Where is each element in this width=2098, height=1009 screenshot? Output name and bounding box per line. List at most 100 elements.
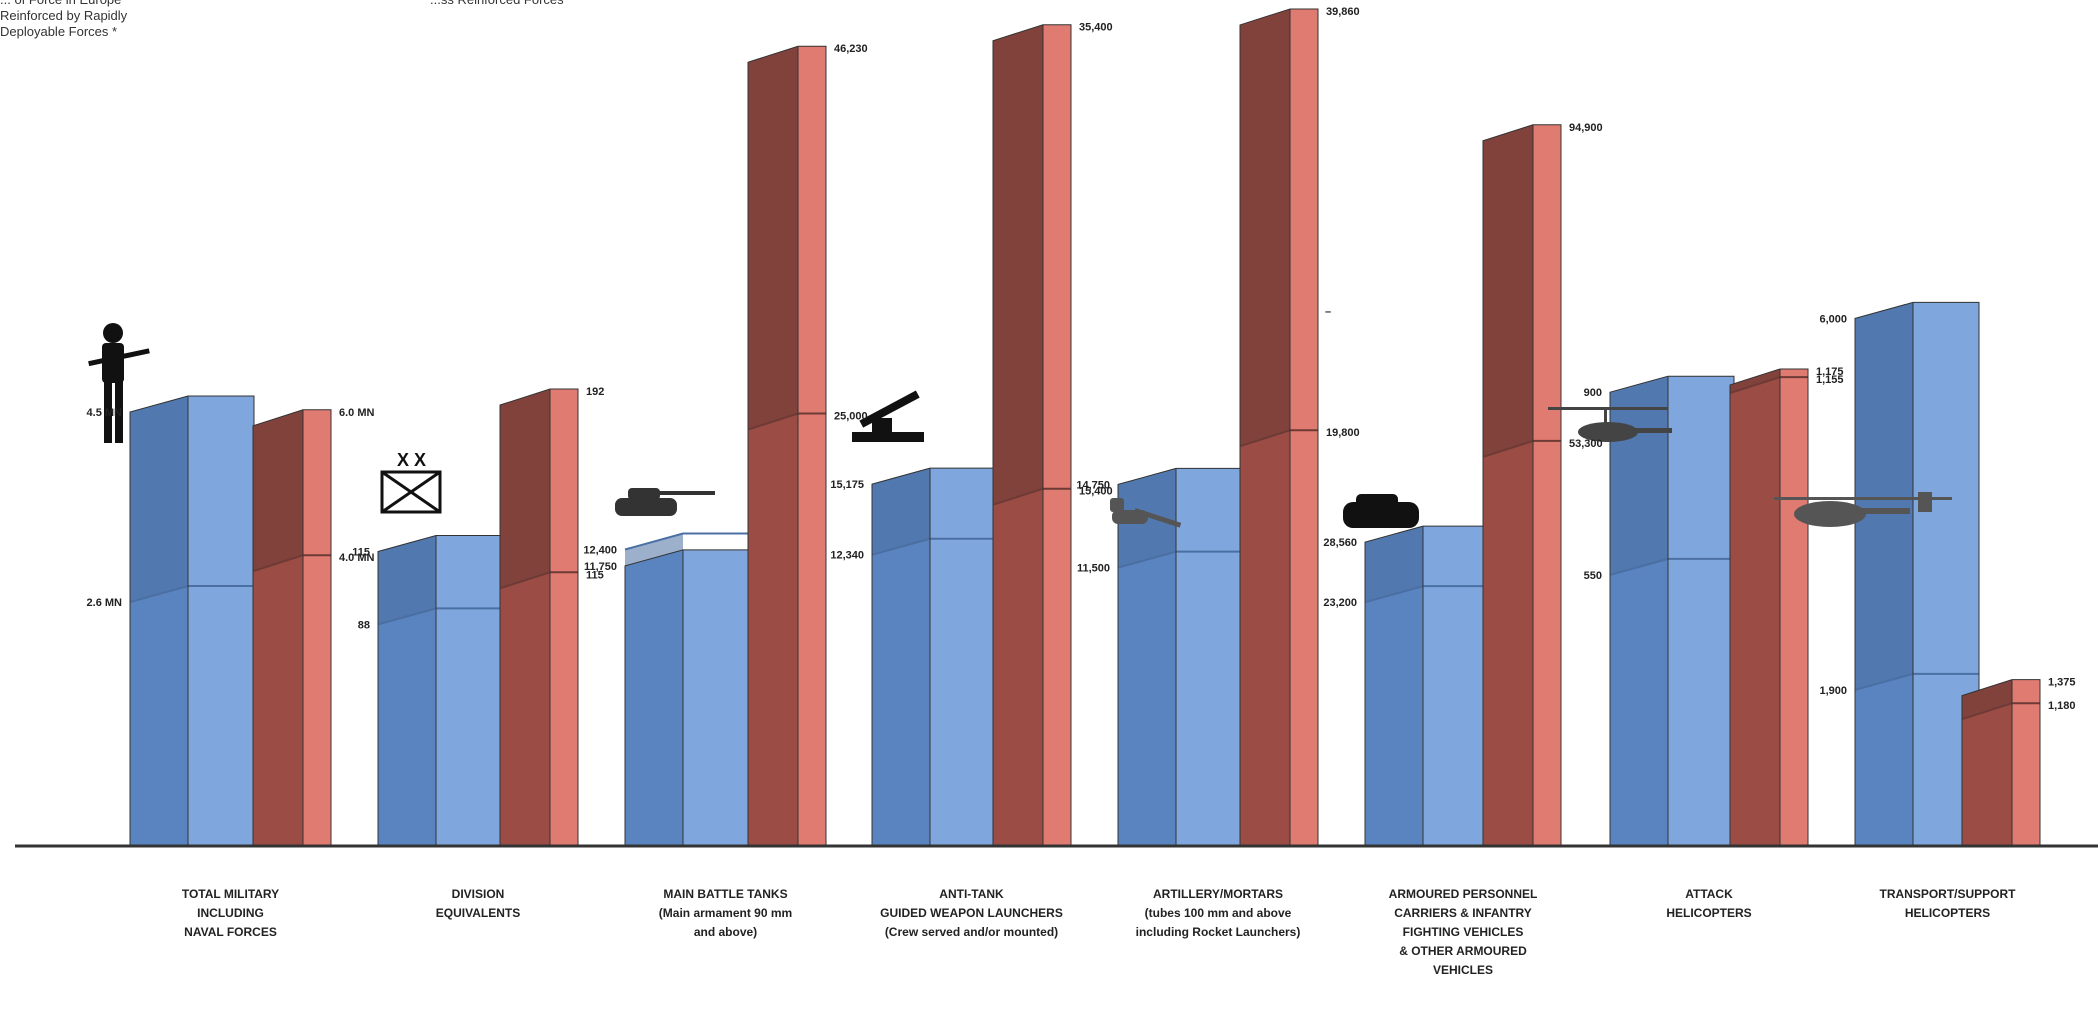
red-bar-6	[1729, 368, 1809, 846]
blue-bar-1-upper-shade	[378, 535, 436, 625]
blue-bar-6	[1609, 375, 1735, 846]
category-label-1-1: EQUIVALENTS	[436, 906, 520, 920]
attack-helicopter-icon	[1548, 407, 1672, 442]
bars	[129, 8, 2041, 847]
blue-lower-label-7: 1,900	[1819, 685, 1847, 697]
category-label-6-1: HELICOPTERS	[1666, 906, 1751, 920]
red-bar-7-upper-shade	[1962, 679, 2012, 720]
red-bar-1-front	[550, 389, 578, 846]
red-bar-5-upper-shade	[1483, 124, 1533, 457]
red-upper-label-7: 1,375	[2048, 677, 2076, 689]
blue-bar-2-upper-shade	[625, 533, 683, 566]
artillery-icon	[1110, 498, 1182, 528]
blue-bar-2-side	[625, 549, 683, 846]
red-bar-5	[1482, 124, 1562, 846]
blue-bar-3-side	[872, 468, 930, 846]
red-upper-label-1: 192	[586, 386, 604, 398]
blue-bar-7-upper-shade	[1855, 302, 1913, 690]
category-label-1-0: DIVISION	[452, 887, 505, 901]
blue-lower-label-0: 2.6 MN	[87, 597, 123, 609]
armoured-vehicle-icon	[1343, 494, 1419, 528]
blue-bar-1	[377, 535, 503, 846]
red-bar-4-upper-shade	[1240, 8, 1290, 447]
category-label-2-1: (Main armament 90 mm	[659, 906, 792, 920]
blue-upper-label-5: 28,560	[1323, 537, 1357, 549]
red-upper-label-2: 46,230	[834, 43, 868, 55]
blue-upper-label-3: 15,175	[830, 479, 864, 491]
blue-lower-label-6: 550	[1584, 570, 1602, 582]
red-bar-0-front	[303, 409, 331, 846]
blue-bar-6-front	[1668, 376, 1734, 846]
red-lower-label-7: 1,180	[2048, 700, 2076, 712]
blue-bar-4-front	[1176, 468, 1242, 846]
red-bar-2-front	[798, 46, 826, 846]
red-bar-3	[992, 24, 1072, 847]
category-label-5-1: CARRIERS & INFANTRY	[1394, 906, 1532, 920]
category-label-5-2: FIGHTING VEHICLES	[1403, 925, 1524, 939]
red-lower-label-2: 25,000	[834, 411, 868, 423]
red-bar-7-side	[1962, 679, 2012, 846]
blue-bar-2-front	[683, 549, 749, 846]
red-bar-1	[499, 388, 579, 846]
blue-upper-label-4: 14,750	[1076, 479, 1110, 491]
red-lower-label-4: 19,800	[1326, 427, 1360, 439]
category-label-7-0: TRANSPORT/SUPPORT	[1879, 887, 2016, 901]
blue-bar-5	[1364, 525, 1490, 846]
category-label-2-0: MAIN BATTLE TANKS	[663, 887, 787, 901]
red-bar-1-upper-shade	[500, 389, 550, 589]
red-lower-label-3: 15,400	[1079, 486, 1113, 498]
category-label-3-1: GUIDED WEAPON LAUNCHERS	[880, 906, 1063, 920]
category-label-3-0: ANTI-TANK	[939, 887, 1004, 901]
anti-tank-launcher-icon	[852, 390, 924, 442]
red-bar-6-front	[1780, 368, 1808, 846]
red-bar-7	[1961, 679, 2041, 846]
blue-bar-1-front	[436, 535, 502, 846]
blue-lower-label-2: 12,400	[583, 545, 617, 557]
red-bar-4-front	[1290, 8, 1318, 846]
category-label-2-2: and above)	[694, 925, 757, 939]
blue-bar-6-upper-shade	[1610, 376, 1668, 575]
red-bar-6-side	[1730, 368, 1780, 846]
blue-bar-3-upper-shade	[872, 468, 930, 555]
blue-lower-label-5: 23,200	[1323, 597, 1357, 609]
red-upper-label-3: 35,400	[1079, 22, 1113, 34]
blue-bar-5-side	[1365, 526, 1423, 846]
blue-bar-0	[129, 395, 255, 846]
blue-upper-label-0: 4.5 MN	[87, 407, 123, 419]
top-left-note: ... of Force in Europe Reinforced by Rap…	[0, 0, 128, 39]
category-label-5-0: ARMOURED PERSONNEL	[1389, 887, 1538, 901]
top-middle-note: ...ss Reinforced Forces	[430, 0, 564, 8]
value-labels: 4.5 MN2.6 MN6.0 MN4.0 MN1158819211511,75…	[87, 6, 2076, 712]
red-bar-3-upper-shade	[993, 24, 1043, 505]
red-upper-label-5: 94,900	[1569, 122, 1603, 134]
blue-upper-label-7: 6,000	[1819, 313, 1847, 325]
dash-mark: –	[1325, 306, 1331, 318]
red-lower-label-0: 4.0 MN	[339, 552, 375, 564]
category-label-0-1: INCLUDING	[197, 906, 264, 920]
blue-bar-5-front	[1423, 526, 1489, 846]
blue-lower-label-1: 88	[358, 619, 370, 631]
category-label-5-4: VEHICLES	[1433, 963, 1493, 977]
blue-bar-2-divider	[624, 532, 749, 551]
red-bar-5-front	[1533, 124, 1561, 846]
blue-upper-label-6: 900	[1584, 387, 1602, 399]
red-bar-2	[747, 45, 827, 846]
category-label-0-2: NAVAL FORCES	[184, 925, 277, 939]
blue-upper-label-2: 11,750	[584, 561, 617, 573]
blue-bar-5-upper-shade	[1365, 526, 1423, 603]
blue-lower-label-3: 12,340	[830, 550, 864, 562]
blue-upper-label-1: 115	[352, 547, 370, 559]
red-upper-label-0: 6.0 MN	[339, 407, 375, 419]
soldier-icon	[88, 323, 150, 443]
red-bar-7-front	[2012, 679, 2040, 846]
icons: X X	[88, 323, 1952, 528]
blue-lower-label-4: 11,500	[1077, 563, 1110, 575]
blue-bar-7	[1854, 301, 1980, 846]
category-labels: TOTAL MILITARY INCLUDING NAVAL FORCES DIVIS…	[182, 887, 2016, 977]
blue-bar-0-front	[188, 396, 254, 846]
tank-icon	[615, 488, 715, 516]
category-label-5-3: & OTHER ARMOURED	[1399, 944, 1527, 958]
red-bar-0	[252, 409, 332, 846]
blue-bar-3-front	[930, 468, 996, 846]
